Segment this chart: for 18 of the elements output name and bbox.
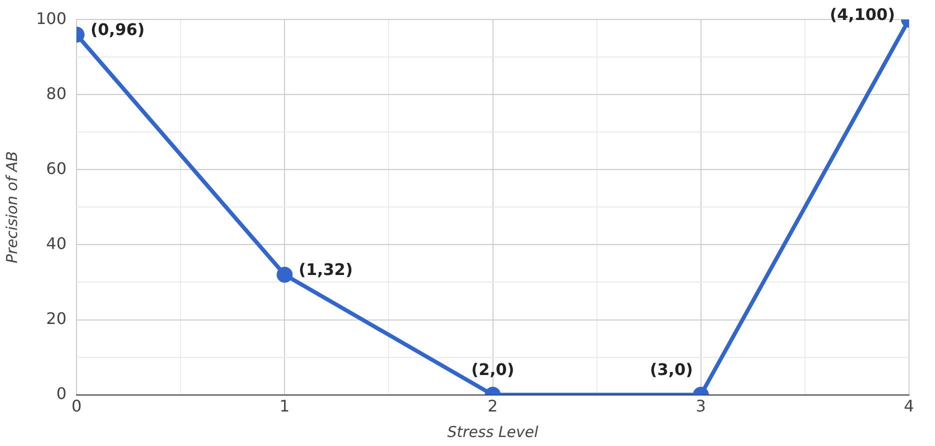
x-tick-label: 0 [71, 396, 82, 416]
y-tick-label: 40 [46, 234, 67, 253]
y-tick-label: 100 [36, 8, 67, 28]
y-axis-title: Precision of AB [2, 151, 21, 264]
x-axis-title: Stress Level [447, 422, 540, 441]
annotation: (1,32) [298, 260, 353, 279]
x-tick-label: 2 [488, 396, 498, 416]
annotation: (4,100) [830, 4, 895, 24]
y-tick-label: 60 [46, 158, 67, 178]
x-tick-label: 3 [696, 396, 706, 416]
x-tick-label: 4 [904, 396, 914, 416]
annotation: (2,0) [471, 360, 514, 379]
y-tick-label: 80 [46, 84, 67, 103]
annotation: (3,0) [650, 360, 693, 379]
x-tick-label: 1 [280, 396, 290, 416]
y-tick-label: 0 [56, 384, 67, 403]
y-tick-label: 20 [46, 308, 67, 328]
annotation: (0,96) [90, 20, 145, 39]
